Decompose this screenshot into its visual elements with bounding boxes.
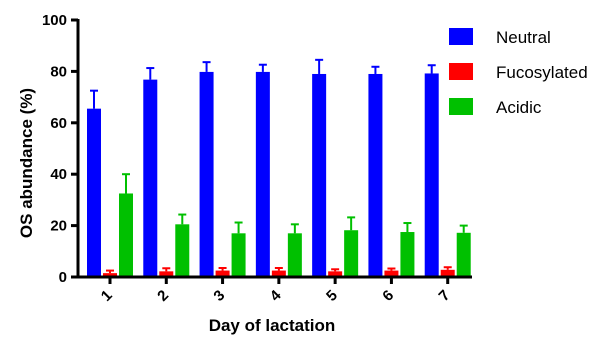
- bar-fucosylated-day-4: [271, 270, 286, 277]
- y-tick-label: 80: [50, 63, 67, 80]
- bar-neutral-day-3: [199, 71, 214, 277]
- bar-acidic-day-7: [456, 232, 471, 277]
- plot-area: [87, 58, 471, 278]
- y-tick-label: 60: [50, 115, 67, 132]
- bar-neutral-day-1: [87, 108, 101, 277]
- y-tick-label: 40: [50, 166, 67, 183]
- y-axis-ticks: 0 20 40 60 80 100: [42, 12, 78, 286]
- y-tick-label: 20: [50, 218, 67, 235]
- x-tick-label: 4: [267, 286, 285, 304]
- x-tick-label: 3: [210, 287, 228, 305]
- bar-acidic-day-1: [119, 193, 133, 277]
- y-tick-label: 100: [42, 12, 67, 29]
- legend-swatch-fucosylated: [449, 63, 473, 80]
- legend-label-neutral: Neutral: [496, 28, 551, 47]
- bar-fucosylated-day-7: [440, 269, 455, 277]
- x-tick-label: 5: [323, 287, 341, 305]
- bar-acidic-day-4: [287, 233, 302, 277]
- bar-acidic-day-5: [344, 230, 359, 277]
- bar-fucosylated-day-2: [159, 271, 174, 277]
- legend: Neutral Fucosylated Acidic: [449, 28, 588, 117]
- bar-neutral-day-4: [255, 71, 270, 277]
- x-axis-ticks: 1 2 3 4 5 6 7: [98, 277, 454, 305]
- y-axis-title: OS abundance (%): [17, 88, 36, 238]
- bar-fucosylated-day-6: [384, 270, 399, 277]
- bar-fucosylated-day-5: [328, 271, 343, 277]
- legend-swatch-neutral: [449, 28, 473, 45]
- bar-acidic-day-6: [400, 232, 415, 277]
- x-tick-label: 7: [436, 287, 454, 305]
- bar-neutral-day-6: [368, 73, 383, 277]
- x-axis-title: Day of lactation: [209, 316, 336, 335]
- bar-neutral-day-2: [143, 79, 158, 278]
- x-tick-label: 6: [379, 287, 397, 305]
- legend-swatch-acidic: [449, 98, 473, 115]
- bar-fucosylated-day-3: [215, 270, 230, 277]
- bar-acidic-day-3: [231, 233, 246, 277]
- x-tick-label: 1: [98, 287, 116, 305]
- x-tick-label: 2: [154, 287, 172, 305]
- bar-acidic-day-2: [175, 224, 190, 277]
- bar-neutral-day-7: [424, 73, 439, 278]
- bar-fucosylated-day-1: [103, 273, 117, 277]
- bar-neutral-day-5: [312, 73, 327, 277]
- legend-label-fucosylated: Fucosylated: [496, 63, 588, 82]
- legend-label-acidic: Acidic: [496, 98, 542, 117]
- y-tick-label: 0: [59, 269, 67, 286]
